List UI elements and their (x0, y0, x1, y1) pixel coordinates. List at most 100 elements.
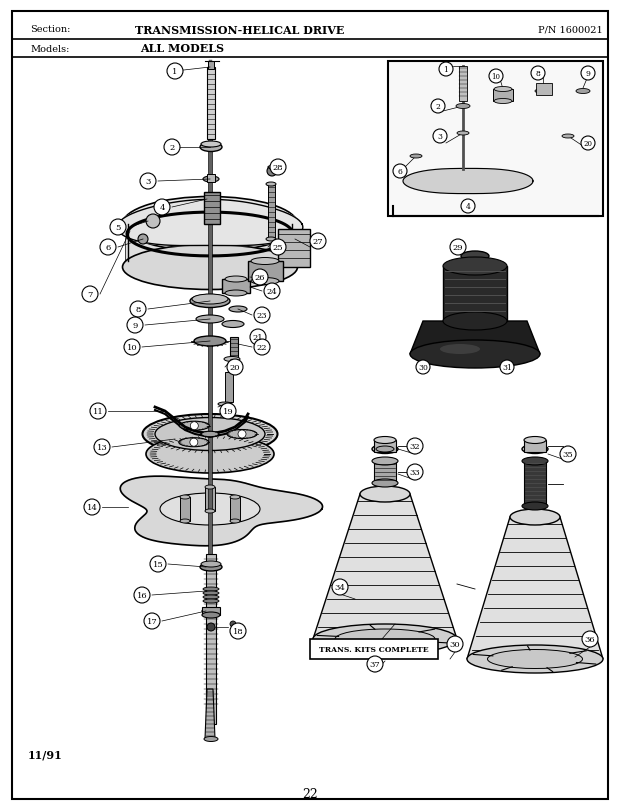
Text: 22: 22 (257, 344, 267, 351)
Text: 3: 3 (145, 178, 151, 186)
Text: 30: 30 (450, 640, 460, 648)
Text: 2: 2 (169, 144, 175, 152)
Circle shape (581, 67, 595, 81)
Circle shape (254, 340, 270, 355)
Ellipse shape (457, 132, 469, 135)
Ellipse shape (203, 587, 219, 591)
Circle shape (433, 130, 447, 144)
Ellipse shape (143, 414, 278, 454)
Bar (443, 267, 507, 322)
Circle shape (582, 631, 598, 647)
Ellipse shape (200, 144, 222, 152)
Text: 37: 37 (370, 660, 381, 668)
Text: 31: 31 (502, 363, 512, 371)
Polygon shape (278, 230, 310, 268)
Text: 34: 34 (335, 583, 345, 591)
Ellipse shape (227, 430, 257, 439)
Circle shape (130, 302, 146, 318)
Text: 35: 35 (562, 450, 574, 458)
Circle shape (146, 215, 160, 229)
Text: 4: 4 (466, 203, 471, 211)
Polygon shape (467, 517, 603, 659)
Text: 10: 10 (492, 73, 500, 81)
Circle shape (447, 636, 463, 652)
Circle shape (100, 240, 116, 255)
Ellipse shape (487, 650, 583, 669)
Bar (459, 67, 467, 102)
Circle shape (310, 234, 326, 250)
Ellipse shape (372, 445, 398, 454)
Bar (208, 62, 214, 70)
Text: P/N 1600021: P/N 1600021 (538, 25, 603, 34)
Bar (230, 337, 238, 372)
Circle shape (431, 100, 445, 114)
Circle shape (450, 240, 466, 255)
Ellipse shape (200, 564, 222, 571)
Circle shape (207, 623, 215, 631)
Ellipse shape (562, 135, 574, 139)
Ellipse shape (146, 436, 274, 474)
Text: 15: 15 (153, 560, 164, 569)
Polygon shape (410, 322, 540, 354)
Ellipse shape (218, 402, 232, 406)
Text: 23: 23 (257, 311, 267, 320)
Ellipse shape (494, 100, 512, 105)
Circle shape (124, 340, 140, 355)
Circle shape (84, 500, 100, 515)
Text: eApplianceParts.com: eApplianceParts.com (156, 424, 274, 435)
Ellipse shape (268, 166, 276, 169)
Ellipse shape (443, 312, 507, 331)
Circle shape (407, 439, 423, 454)
Circle shape (254, 307, 270, 324)
Ellipse shape (522, 457, 548, 466)
Circle shape (416, 361, 430, 375)
Circle shape (140, 174, 156, 190)
Text: 11: 11 (92, 407, 104, 415)
Polygon shape (120, 477, 322, 546)
Ellipse shape (201, 431, 219, 437)
Circle shape (531, 67, 545, 81)
Ellipse shape (225, 290, 247, 297)
Ellipse shape (179, 438, 209, 447)
Text: 9: 9 (585, 70, 590, 78)
Circle shape (500, 361, 514, 375)
Bar (207, 175, 215, 182)
Circle shape (82, 286, 98, 303)
Circle shape (220, 404, 236, 419)
Bar (268, 185, 275, 240)
Text: 1: 1 (172, 68, 178, 76)
Text: 13: 13 (97, 444, 107, 452)
Bar (222, 280, 250, 294)
Text: 14: 14 (87, 504, 97, 512)
Text: ALL MODELS: ALL MODELS (140, 44, 224, 54)
Polygon shape (205, 689, 215, 739)
Ellipse shape (372, 479, 398, 487)
Ellipse shape (203, 599, 219, 603)
Text: 26: 26 (255, 273, 265, 281)
Text: 7: 7 (87, 290, 92, 298)
Text: 5: 5 (115, 224, 121, 232)
Polygon shape (125, 225, 295, 268)
Ellipse shape (313, 624, 457, 654)
Bar (248, 262, 283, 281)
Text: 17: 17 (146, 617, 157, 625)
Ellipse shape (372, 457, 398, 466)
Ellipse shape (205, 509, 215, 513)
Circle shape (167, 64, 183, 80)
Text: 25: 25 (273, 243, 283, 251)
Ellipse shape (205, 486, 215, 489)
Circle shape (150, 556, 166, 573)
Bar (536, 84, 552, 96)
Ellipse shape (196, 315, 224, 324)
Ellipse shape (360, 487, 410, 502)
Bar (524, 461, 546, 506)
Bar (230, 497, 240, 521)
Ellipse shape (155, 418, 265, 451)
Ellipse shape (374, 437, 396, 444)
Text: Models:: Models: (30, 45, 69, 54)
Circle shape (110, 220, 126, 236)
Circle shape (90, 404, 106, 419)
Text: 20: 20 (583, 139, 593, 148)
Ellipse shape (494, 88, 512, 92)
Ellipse shape (524, 437, 546, 444)
